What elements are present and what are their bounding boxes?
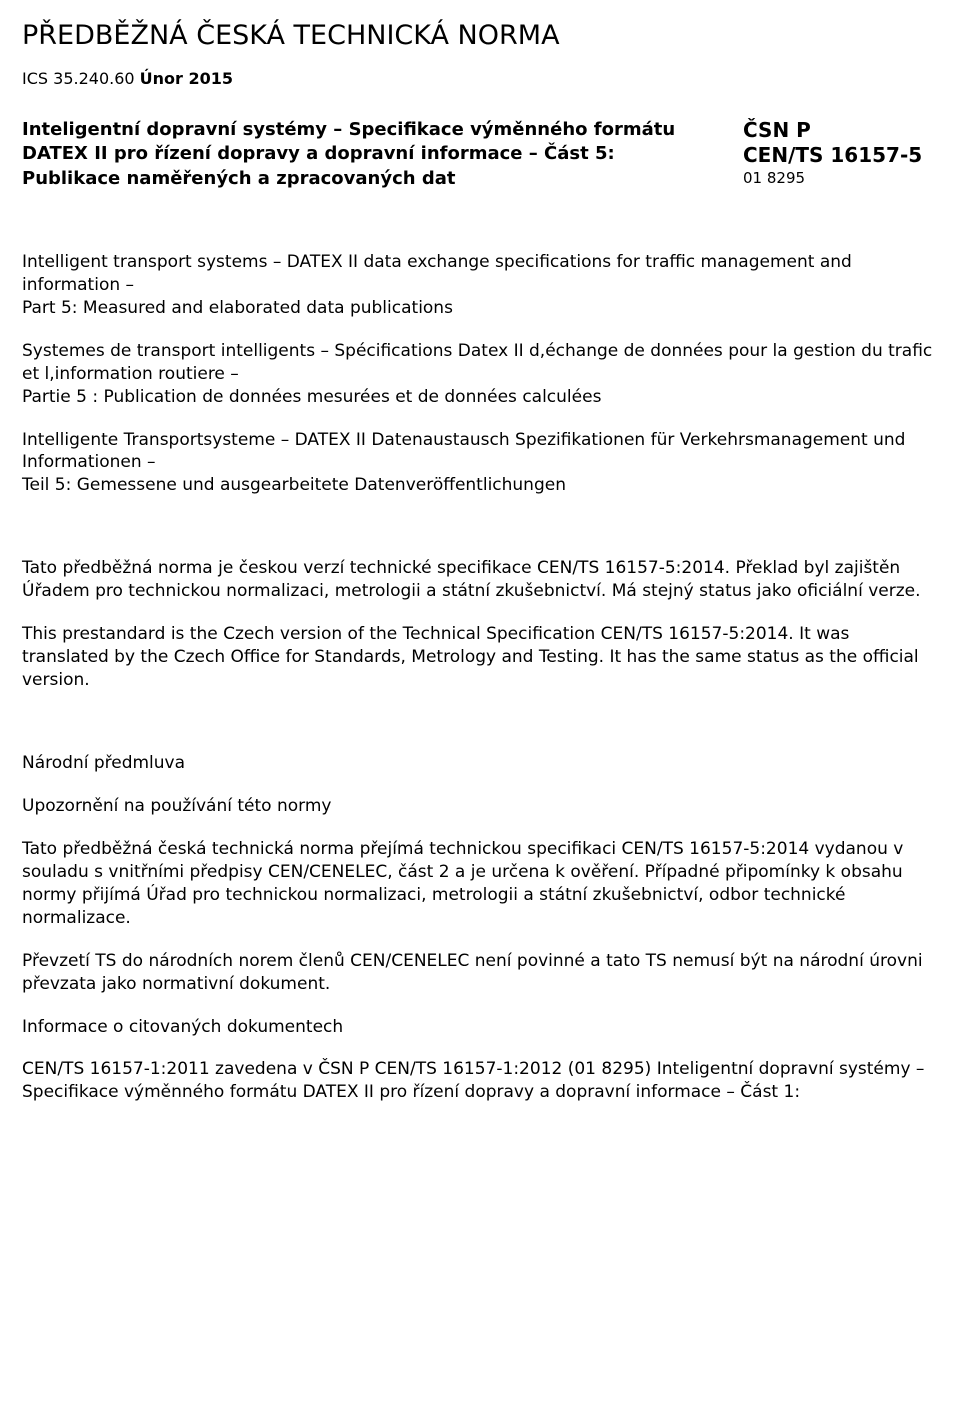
header-left: Inteligentní dopravní systémy – Specifik… (22, 118, 719, 191)
std-code-line2b: 5 (908, 143, 922, 167)
intro-cz: Tato předběžná norma je českou verzí tec… (22, 557, 938, 603)
translation-de: Intelligente Transportsysteme – DATEX II… (22, 429, 938, 498)
std-subcode: 01 8295 (743, 168, 938, 188)
intro-en: This prestandard is the Czech version of… (22, 623, 938, 692)
ics-date: Únor 2015 (140, 69, 233, 88)
header-right: ČSN P CEN/TS 16157-5 01 8295 (743, 118, 938, 188)
refs-heading: Informace o citovaných dokumentech (22, 1016, 938, 1039)
ics-line: ICS 35.240.60 Únor 2015 (22, 68, 938, 90)
standard-title-cz: Inteligentní dopravní systémy – Specifik… (22, 119, 675, 189)
refs-p1: CEN/TS 16157-1:2011 zavedena v ČSN P CEN… (22, 1058, 938, 1104)
warning-p2: Převzetí TS do národních norem členů CEN… (22, 950, 938, 996)
translation-en: Intelligent transport systems – DATEX II… (22, 251, 938, 320)
warning-heading: Upozornění na používání této normy (22, 795, 938, 818)
std-code-line2a: CEN/TS 16157 (743, 143, 900, 167)
header-row: Inteligentní dopravní systémy – Specifik… (22, 118, 938, 191)
warning-p1: Tato předběžná česká technická norma pře… (22, 838, 938, 930)
standard-code: ČSN P CEN/TS 16157-5 (743, 118, 938, 168)
std-code-line1: ČSN P (743, 118, 811, 142)
document-title: PŘEDBĚŽNÁ ČESKÁ TECHNICKÁ NORMA (22, 18, 938, 54)
preface-heading: Národní předmluva (22, 752, 938, 775)
ics-prefix: ICS 35.240.60 (22, 69, 140, 88)
translation-fr: Systemes de transport intelligents – Spé… (22, 340, 938, 409)
